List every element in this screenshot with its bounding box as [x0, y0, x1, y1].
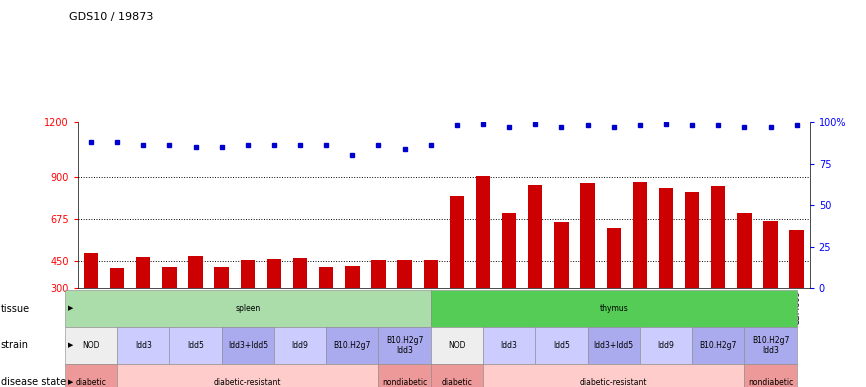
Bar [293, 258, 307, 344]
Text: nondiabetic: nondiabetic [748, 378, 793, 387]
Bar [475, 176, 490, 344]
Text: Idd3: Idd3 [501, 341, 518, 350]
Bar [110, 268, 125, 344]
Text: ▶: ▶ [68, 379, 74, 385]
Text: diabetic: diabetic [75, 378, 107, 387]
Text: NOD: NOD [82, 341, 100, 350]
Text: Idd3+Idd5: Idd3+Idd5 [228, 341, 268, 350]
Text: thymus: thymus [599, 304, 628, 313]
Bar [136, 257, 151, 344]
Text: tissue: tissue [1, 304, 30, 313]
Bar [423, 260, 438, 344]
Bar [606, 228, 621, 344]
Bar [189, 256, 203, 344]
Bar [346, 266, 359, 344]
Text: Idd3: Idd3 [135, 341, 152, 350]
Text: diabetic-resistant: diabetic-resistant [580, 378, 648, 387]
Bar [763, 221, 778, 344]
Bar [397, 260, 412, 344]
Bar [685, 192, 699, 344]
Bar [502, 212, 516, 344]
Bar [528, 185, 542, 344]
Text: B10.H2g7: B10.H2g7 [700, 341, 737, 350]
Bar [84, 253, 98, 344]
Bar [162, 267, 177, 344]
Text: diabetic-resistant: diabetic-resistant [214, 378, 281, 387]
Text: nondiabetic: nondiabetic [382, 378, 427, 387]
Text: ▶: ▶ [68, 306, 74, 312]
Text: GDS10 / 19873: GDS10 / 19873 [69, 12, 153, 22]
Bar [790, 230, 804, 344]
Text: Idd5: Idd5 [187, 341, 204, 350]
Bar [372, 260, 385, 344]
Text: ▶: ▶ [68, 342, 74, 348]
Text: B10.H2g7
Idd3: B10.H2g7 Idd3 [386, 336, 423, 355]
Bar [659, 188, 673, 344]
Bar [215, 267, 229, 344]
Text: strain: strain [1, 341, 29, 350]
Bar [554, 222, 569, 344]
Bar [449, 196, 464, 344]
Text: B10.H2g7
Idd3: B10.H2g7 Idd3 [752, 336, 789, 355]
Text: disease state: disease state [1, 377, 66, 387]
Text: Idd5: Idd5 [553, 341, 570, 350]
Bar [711, 186, 726, 344]
Text: Idd3+Idd5: Idd3+Idd5 [593, 341, 634, 350]
Bar [319, 267, 333, 344]
Text: spleen: spleen [236, 304, 261, 313]
Text: diabetic: diabetic [442, 378, 472, 387]
Text: Idd9: Idd9 [657, 341, 675, 350]
Bar [633, 182, 647, 344]
Bar [737, 212, 752, 344]
Text: Idd9: Idd9 [292, 341, 308, 350]
Bar [241, 260, 255, 344]
Text: NOD: NOD [448, 341, 466, 350]
Bar [267, 259, 281, 344]
Bar [580, 183, 595, 344]
Text: B10.H2g7: B10.H2g7 [333, 341, 371, 350]
